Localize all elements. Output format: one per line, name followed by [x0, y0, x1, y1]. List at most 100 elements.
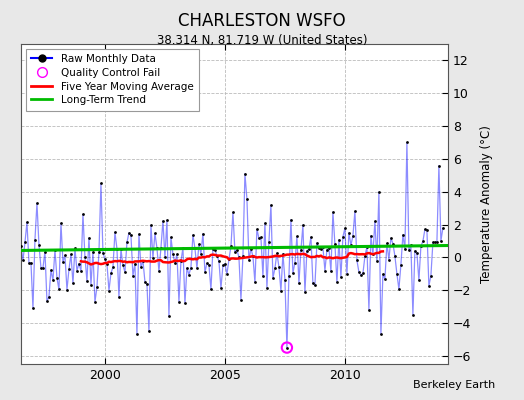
- Point: [417, 243, 425, 249]
- Point: [145, 328, 153, 334]
- Point: [91, 298, 99, 305]
- Point: [387, 235, 395, 241]
- Point: [361, 253, 369, 260]
- Point: [167, 234, 175, 240]
- Point: [419, 238, 427, 244]
- Point: [205, 262, 213, 268]
- Point: [307, 234, 315, 240]
- Point: [135, 231, 143, 237]
- Point: [227, 243, 235, 250]
- Point: [365, 307, 373, 313]
- Point: [363, 244, 371, 250]
- Point: [277, 288, 285, 294]
- Point: [127, 232, 135, 238]
- Point: [33, 200, 41, 206]
- Point: [153, 245, 161, 251]
- Point: [73, 268, 81, 274]
- Point: [291, 260, 299, 266]
- Point: [57, 220, 65, 226]
- Point: [327, 268, 335, 274]
- Point: [169, 251, 177, 257]
- Point: [29, 305, 37, 312]
- Point: [151, 230, 159, 236]
- Point: [287, 216, 295, 223]
- Point: [245, 257, 253, 263]
- Point: [381, 276, 389, 282]
- Point: [37, 265, 45, 271]
- Point: [315, 245, 323, 251]
- Point: [49, 277, 57, 284]
- Point: [219, 262, 227, 269]
- Point: [174, 298, 183, 305]
- Point: [375, 189, 383, 195]
- Point: [272, 250, 281, 256]
- Point: [115, 294, 123, 300]
- Point: [407, 242, 415, 249]
- Point: [391, 253, 399, 259]
- Point: [177, 258, 185, 264]
- Point: [413, 250, 421, 256]
- Point: [249, 253, 257, 260]
- Point: [103, 260, 111, 267]
- Point: [439, 225, 447, 231]
- Point: [329, 209, 337, 215]
- Point: [99, 250, 107, 256]
- Point: [423, 227, 431, 233]
- Point: [436, 238, 445, 244]
- Point: [319, 244, 327, 250]
- Point: [377, 331, 385, 338]
- Point: [39, 265, 47, 271]
- Point: [425, 283, 433, 289]
- Point: [65, 266, 73, 273]
- Point: [237, 296, 245, 303]
- Point: [271, 265, 279, 272]
- Point: [193, 265, 201, 271]
- Point: [229, 209, 237, 216]
- Point: [421, 226, 429, 232]
- Point: [173, 251, 181, 257]
- Text: 38.314 N, 81.719 W (United States): 38.314 N, 81.719 W (United States): [157, 34, 367, 47]
- Point: [47, 267, 55, 273]
- Point: [125, 230, 133, 236]
- Point: [435, 162, 443, 169]
- Point: [141, 278, 149, 285]
- Point: [159, 218, 167, 224]
- Point: [71, 245, 79, 252]
- Point: [213, 252, 221, 259]
- Point: [195, 241, 203, 247]
- Point: [113, 246, 121, 252]
- Point: [309, 280, 317, 287]
- Point: [281, 276, 289, 283]
- Point: [325, 245, 333, 252]
- Point: [431, 239, 439, 246]
- Point: [355, 269, 363, 275]
- Point: [305, 246, 313, 252]
- Point: [293, 233, 301, 240]
- Point: [119, 262, 127, 268]
- Point: [409, 312, 417, 318]
- Point: [347, 242, 355, 248]
- Point: [129, 272, 137, 279]
- Point: [257, 234, 265, 240]
- Point: [109, 264, 117, 270]
- Point: [155, 268, 163, 274]
- Point: [221, 260, 229, 267]
- Point: [269, 275, 277, 281]
- Point: [333, 279, 341, 286]
- Point: [243, 196, 251, 202]
- Legend: Raw Monthly Data, Quality Control Fail, Five Year Moving Average, Long-Term Tren: Raw Monthly Data, Quality Control Fail, …: [26, 49, 199, 110]
- Point: [294, 280, 303, 287]
- Point: [179, 245, 187, 251]
- Point: [231, 248, 239, 255]
- Point: [369, 251, 377, 258]
- Point: [235, 254, 243, 260]
- Point: [323, 246, 331, 253]
- Point: [303, 248, 311, 254]
- Point: [131, 260, 139, 267]
- Point: [85, 235, 93, 241]
- Point: [43, 298, 51, 304]
- Point: [345, 230, 353, 236]
- Point: [101, 256, 109, 262]
- Text: Berkeley Earth: Berkeley Earth: [413, 380, 495, 390]
- Point: [321, 267, 329, 274]
